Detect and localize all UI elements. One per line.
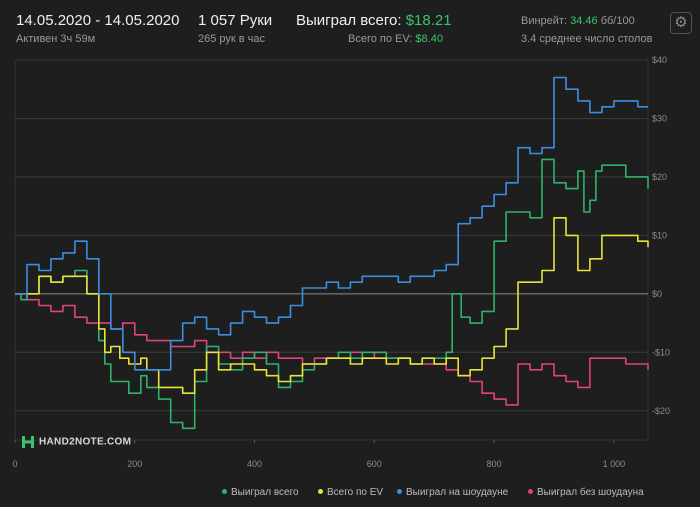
- ev-total: Всего по EV: $8.40: [348, 33, 443, 45]
- settings-gear-icon[interactable]: ⚙: [670, 12, 692, 34]
- chart-grid: [14, 59, 649, 441]
- x-tick-label: 800: [487, 459, 502, 469]
- plot-frame: [14, 59, 649, 441]
- x-axis-ticks: 0 200 400 600 800 1 000: [12, 440, 625, 469]
- hands-count: 1 057 Руки: [198, 12, 273, 29]
- y-tick-label: $10: [652, 230, 667, 240]
- total-won: Выиграл всего: $18.21: [296, 12, 452, 29]
- logo-text: HAND2NOTE.COM: [39, 436, 132, 448]
- winrate-label: Винрейт:: [521, 15, 568, 27]
- avg-tables: 3.4 среднее число столов: [521, 33, 653, 45]
- legend-item-showdown[interactable]: Выиграл на шоудауне: [397, 487, 508, 498]
- y-tick-label: $30: [652, 113, 667, 123]
- legend-item-won[interactable]: Выиграл всего: [222, 487, 299, 498]
- chart-legend: Выиграл всего Всего по EV Выиграл на шоу…: [0, 485, 700, 501]
- y-tick-label: -$20: [652, 406, 670, 416]
- hand2note-logo-icon: [22, 436, 34, 448]
- y-axis-ticks: $40 $30 $20 $10 $0 -$10 -$20: [652, 55, 670, 416]
- legend-label: Всего по EV: [327, 487, 384, 498]
- legend-item-ev[interactable]: Всего по EV: [318, 487, 383, 498]
- stats-header: 14.05.2020 - 14.05.2020 Активен 3ч 59м 1…: [0, 0, 700, 52]
- legend-label: Выиграл на шоудауне: [406, 487, 509, 498]
- legend-dot: [222, 488, 227, 494]
- x-tick-label: 600: [367, 459, 382, 469]
- active-time: Активен 3ч 59м: [16, 33, 96, 45]
- hand2note-logo: HAND2NOTE.COM: [22, 436, 131, 448]
- y-tick-label: $0: [652, 289, 662, 299]
- legend-label: Выиграл без шоудауна: [537, 487, 644, 498]
- x-tick-label: 200: [127, 459, 142, 469]
- winrate: Винрейт: 34.46 бб/100: [521, 15, 635, 27]
- x-tick-label: 0: [12, 459, 17, 469]
- total-won-value: $18.21: [405, 12, 452, 29]
- series-line-1: [15, 217, 649, 394]
- legend-dot: [318, 488, 323, 494]
- winrate-unit: бб/100: [600, 15, 635, 27]
- bankroll-chart: 0 200 400 600 800 1 000 $40 $30 $20 $10 $0 -$10 -$2…: [12, 55, 670, 469]
- legend-label: Выиграл всего: [231, 487, 299, 498]
- total-won-label: Выиграл всего:: [296, 12, 402, 29]
- ev-total-label: Всего по EV:: [348, 33, 413, 45]
- ev-total-value: $8.40: [415, 33, 443, 45]
- y-tick-label: $20: [652, 172, 667, 182]
- legend-dot: [528, 488, 533, 494]
- x-tick-label: 400: [247, 459, 262, 469]
- legend-dot: [397, 488, 402, 494]
- y-tick-label: -$10: [652, 347, 670, 357]
- y-tick-label: $40: [652, 55, 667, 65]
- legend-item-non-showdown[interactable]: Выиграл без шоудауна: [528, 487, 644, 498]
- x-tick-label: 1 000: [603, 459, 626, 469]
- winrate-value: 34.46: [570, 15, 598, 27]
- chart-series: [15, 76, 649, 430]
- series-line-2: [15, 76, 648, 371]
- date-range: 14.05.2020 - 14.05.2020: [16, 12, 180, 29]
- series-line-3: [15, 293, 649, 406]
- hands-per-hour: 265 рук в час: [198, 33, 266, 45]
